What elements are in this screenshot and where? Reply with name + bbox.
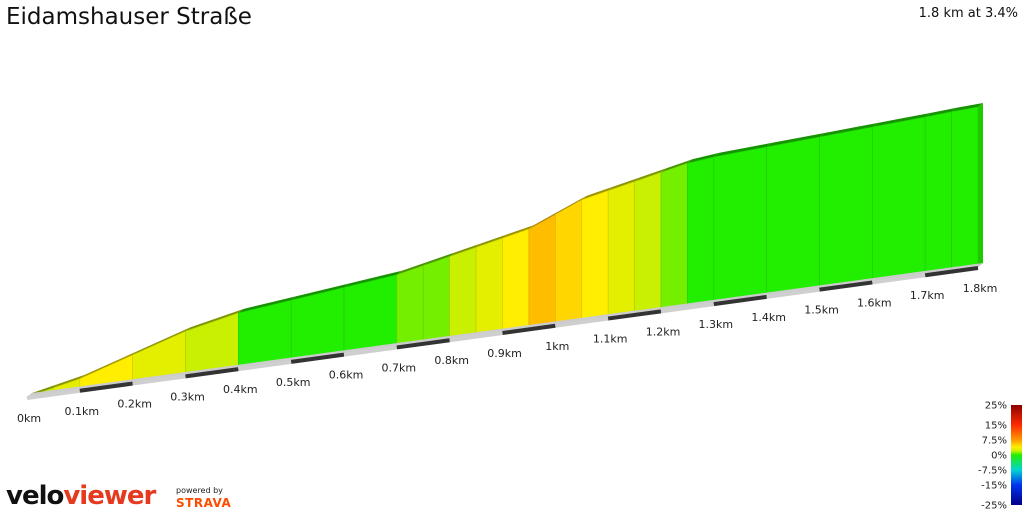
profile-top-24 xyxy=(925,107,957,117)
legend-label-0: 25% xyxy=(985,401,1007,412)
profile-top-1 xyxy=(53,374,85,388)
profile-segment-13 xyxy=(528,213,556,329)
profile-top-19 xyxy=(687,152,719,164)
profile-segment-12 xyxy=(502,228,530,333)
profile-top-2 xyxy=(79,350,138,379)
logo-velo: velo xyxy=(6,481,64,511)
distance-bar-12 xyxy=(660,302,715,314)
profile-top-12 xyxy=(502,225,534,239)
distance-bar-8 xyxy=(449,331,503,343)
tick-label-0: 0km xyxy=(17,412,41,425)
tick-label-8: 0.8km xyxy=(434,354,469,367)
profile-segment-19 xyxy=(687,156,715,308)
profile-top-21 xyxy=(766,132,825,147)
profile-segment-16 xyxy=(607,181,635,318)
veloviewer-logo[interactable]: veloviewer xyxy=(6,480,156,512)
profile-top-3 xyxy=(132,327,191,355)
profile-segment-17 xyxy=(634,171,662,315)
tick-label-2: 0.2km xyxy=(117,398,152,411)
profile-segment-22 xyxy=(819,126,873,290)
segment-summary: 1.8 km at 3.4% xyxy=(918,6,1018,21)
profile-top-15 xyxy=(581,186,614,200)
profile-top-17 xyxy=(634,168,666,182)
tick-label-7: 0.7km xyxy=(382,361,417,374)
legend-label-2: 7.5% xyxy=(982,436,1007,447)
distance-bar-9 xyxy=(502,323,556,335)
legend-label-3: 0% xyxy=(991,451,1007,462)
profile-segment-15 xyxy=(581,190,609,322)
distance-bar-16 xyxy=(872,273,926,285)
profile-segment-10 xyxy=(449,246,477,340)
tick-label-14: 1.4km xyxy=(751,311,786,324)
distance-bar-4 xyxy=(238,359,292,372)
profile-segment-11 xyxy=(475,237,503,336)
tick-label-5: 0.5km xyxy=(276,376,311,389)
tick-label-16: 1.6km xyxy=(857,296,892,309)
profile-segment-24 xyxy=(924,111,952,275)
profile-segment-8 xyxy=(396,265,424,347)
tick-label-4: 0.4km xyxy=(223,383,258,396)
profile-top-7 xyxy=(344,270,402,288)
profile-top-10 xyxy=(449,243,482,257)
profile-end-face xyxy=(978,103,983,267)
powered-by-label: powered by xyxy=(176,486,223,495)
distance-axis: 0km 0.1km 0.2km 0.3km 0.4km 0.5km 0.6km 0.7km 0.… xyxy=(17,266,998,425)
tick-label-15: 1.5km xyxy=(804,304,839,317)
distance-bar-14 xyxy=(766,287,820,299)
profile-top-6 xyxy=(291,283,349,301)
distance-bar-13 xyxy=(713,294,767,307)
distance-bar-11 xyxy=(607,309,662,321)
tick-label-18: 1.8km xyxy=(963,282,998,295)
tick-label-3: 0.3km xyxy=(170,390,205,403)
distance-bar-1 xyxy=(79,381,133,393)
distance-bar-15 xyxy=(819,280,873,292)
distance-bar-0 xyxy=(26,388,81,400)
profile-top-16 xyxy=(608,177,640,191)
logo-viewer: viewer xyxy=(63,481,156,511)
profile-segment-6 xyxy=(290,287,345,362)
tick-label-13: 1.3km xyxy=(699,318,734,331)
distance-bar-2 xyxy=(132,374,186,386)
profile-segment-23 xyxy=(872,116,926,282)
profile-top-9 xyxy=(423,252,455,266)
tick-label-17: 1.7km xyxy=(910,289,945,302)
tick-label-9: 0.9km xyxy=(487,347,522,360)
profile-segment-9 xyxy=(422,256,450,344)
distance-bar-10 xyxy=(555,316,609,328)
profile-segment-25 xyxy=(951,106,979,271)
legend-label-4: -7.5% xyxy=(978,466,1007,477)
profile-segment-18 xyxy=(660,162,688,311)
profile-segment-7 xyxy=(343,274,398,355)
profile-top-8 xyxy=(396,261,429,275)
profile-top-23 xyxy=(872,112,931,127)
legend-color-bar xyxy=(1011,405,1022,505)
distance-bar-17 xyxy=(924,266,979,278)
strava-logo[interactable]: STRAVA xyxy=(176,496,232,510)
distance-bar-5 xyxy=(290,352,345,364)
profile-segment-14 xyxy=(555,199,583,326)
tick-label-12: 1.2km xyxy=(646,325,681,338)
profile-top-18 xyxy=(661,159,693,173)
profile-top-4 xyxy=(185,308,244,332)
tick-label-6: 0.6km xyxy=(329,369,364,382)
profile-top-20 xyxy=(713,142,772,157)
legend-label-1: 15% xyxy=(985,421,1007,432)
profile-top-5 xyxy=(238,296,297,313)
tick-label-11: 1.1km xyxy=(593,333,628,346)
profile-segment-20 xyxy=(713,146,767,304)
tick-label-1: 0.1km xyxy=(65,405,100,418)
profile-top-11 xyxy=(476,234,508,248)
legend-label-6: -25% xyxy=(981,501,1007,512)
legend-label-5: -15% xyxy=(981,481,1007,492)
chart-title: Eidamshauser Straße xyxy=(6,4,252,30)
profile-top-22 xyxy=(819,122,878,137)
gradient-legend: 25% 15% 7.5% 0% -7.5% -15% -25% xyxy=(978,401,1022,512)
distance-bar-6 xyxy=(343,345,398,357)
distance-bar-7 xyxy=(396,338,450,350)
profile-segment-21 xyxy=(766,136,820,297)
profile-top-25 xyxy=(951,103,983,112)
distance-bar-3 xyxy=(185,367,239,379)
tick-label-10: 1km xyxy=(545,340,569,353)
